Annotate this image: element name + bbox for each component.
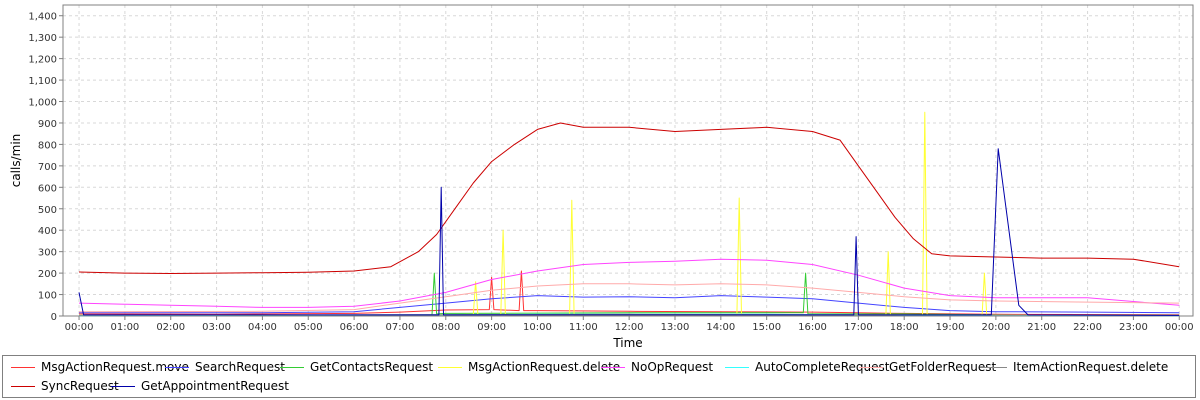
legend-label: MsgActionRequest.delete [468,360,621,374]
plot-frame [62,4,1194,317]
legend-swatch [601,366,625,368]
x-tick-label: 10:00 [523,322,552,333]
legend-label: GetAppointmentRequest [141,379,289,393]
legend-swatch [859,366,883,368]
x-tick-label: 06:00 [340,322,369,333]
x-tick-label: 15:00 [752,322,781,333]
legend: MsgActionRequest.move SearchRequest GetCon… [2,355,1196,398]
y-tick-label: 700 [38,162,57,173]
y-axis-label: calls/min [9,134,23,188]
y-tick-label: 400 [38,226,57,237]
y-tick-label: 1,100 [28,76,57,87]
legend-swatch [111,385,135,387]
plot-area [63,5,1193,316]
x-tick-label: 00:00 [65,322,94,333]
chart-svg: 0 100 200 300 400 500 600 700 800 900 1,000 1,100 1,… [9,4,1194,350]
legend-swatch [165,366,189,368]
series-line-syncrequest [78,122,1180,274]
legend-item-itemactionrequest-delete: ItemActionRequest.delete [983,358,1168,376]
y-tick-label: 100 [38,291,57,302]
legend-item-getappointmentrequest: GetAppointmentRequest [111,377,289,395]
legend-label: SyncRequest [41,379,119,393]
x-tick-label: 07:00 [386,322,415,333]
legend-swatch [725,366,749,368]
legend-item-getcontactsrequest: GetContactsRequest [280,358,433,376]
legend-item-msgactionrequest-delete: MsgActionRequest.delete [438,358,620,376]
y-tick-label: 1,200 [28,55,57,66]
y-tick-label: 300 [38,248,57,259]
x-tick-label: 11:00 [569,322,598,333]
legend-item-nooprequest: NoOpRequest [601,358,713,376]
x-tick-label: 01:00 [110,322,139,333]
y-tick-label: 600 [38,183,57,194]
x-tick-label: 00:00 [1165,322,1194,333]
y-tick-label: 800 [38,140,57,151]
series-line-nooprequest [78,258,1180,308]
legend-label: MsgActionRequest.move [41,360,189,374]
x-tick-label: 17:00 [844,322,873,333]
y-tick-label: 1,400 [28,12,57,23]
series-line-searchrequest [79,295,1180,314]
x-tick-label: 08:00 [431,322,460,333]
y-tick-label: 0 [51,312,57,323]
legend-label: AutoCompleteRequest [755,360,890,374]
x-tick-label: 16:00 [798,322,827,333]
x-tick-label: 21:00 [1027,322,1056,333]
series-line-getappointmentrequest [78,148,1180,316]
x-tick-label: 20:00 [981,322,1010,333]
x-tick-label: 13:00 [661,322,690,333]
x-tick-label: 19:00 [936,322,965,333]
legend-swatch [280,366,304,368]
x-axis-label: Time [612,336,642,350]
x-tick-label: 23:00 [1119,322,1148,333]
x-tick-label: 02:00 [156,322,185,333]
legend-item-syncrequest: SyncRequest [11,377,119,395]
x-tick-label: 12:00 [615,322,644,333]
legend-label: NoOpRequest [631,360,714,374]
x-tick-label: 22:00 [1073,322,1102,333]
legend-item-getfolderrequest: GetFolderRequest [859,358,996,376]
series-line-getfolderrequest [78,283,1180,313]
y-tick-label: 200 [38,269,57,280]
legend-swatch [11,366,35,368]
y-tick-label: 1,300 [28,33,57,44]
legend-item-searchrequest: SearchRequest [165,358,285,376]
x-tick-label: 18:00 [890,322,919,333]
y-tick-label: 500 [38,205,57,216]
legend-label: GetFolderRequest [889,360,997,374]
legend-swatch [11,385,35,387]
legend-swatch [438,366,462,368]
y-tick-label: 1,000 [28,98,57,109]
legend-item-autocompleterequest: AutoCompleteRequest [725,358,889,376]
legend-label: ItemActionRequest.delete [1013,360,1169,374]
x-tick-label: 14:00 [706,322,735,333]
x-tick-label: 03:00 [202,322,231,333]
legend-item-msgactionrequest-move: MsgActionRequest.move [11,358,189,376]
legend-label: SearchRequest [195,360,285,374]
x-tick-label: 05:00 [294,322,323,333]
y-tick-label: 900 [38,119,57,130]
x-tick-label: 04:00 [248,322,277,333]
legend-swatch [983,366,1007,368]
legend-label: GetContactsRequest [310,360,434,374]
x-tick-label: 09:00 [477,322,506,333]
series-line-getcontactsrequest [78,272,1180,316]
